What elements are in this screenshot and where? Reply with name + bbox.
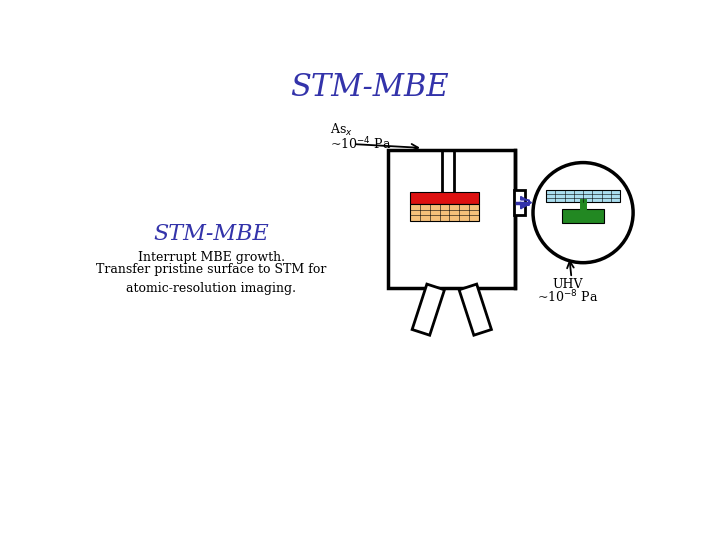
Polygon shape — [459, 284, 492, 335]
FancyArrow shape — [521, 197, 531, 209]
Bar — [546, 190, 620, 202]
Text: Transfer pristine surface to STM for
atomic-resolution imaging.: Transfer pristine surface to STM for ato… — [96, 263, 326, 295]
Text: As$_x$: As$_x$ — [330, 122, 354, 138]
Bar — [410, 192, 479, 204]
Bar — [410, 204, 479, 221]
Text: ~10$^{-8}$ Pa: ~10$^{-8}$ Pa — [537, 289, 598, 306]
Text: UHV: UHV — [552, 278, 583, 291]
Polygon shape — [412, 284, 444, 335]
Circle shape — [533, 163, 633, 262]
Text: STM-MBE: STM-MBE — [289, 72, 449, 103]
Bar — [388, 150, 516, 288]
Text: STM-MBE: STM-MBE — [153, 223, 269, 245]
Bar — [562, 209, 604, 222]
Bar — [514, 190, 525, 215]
Text: Interrupt MBE growth.: Interrupt MBE growth. — [138, 251, 284, 264]
Text: ~10$^{-4}$ Pa: ~10$^{-4}$ Pa — [330, 136, 392, 152]
